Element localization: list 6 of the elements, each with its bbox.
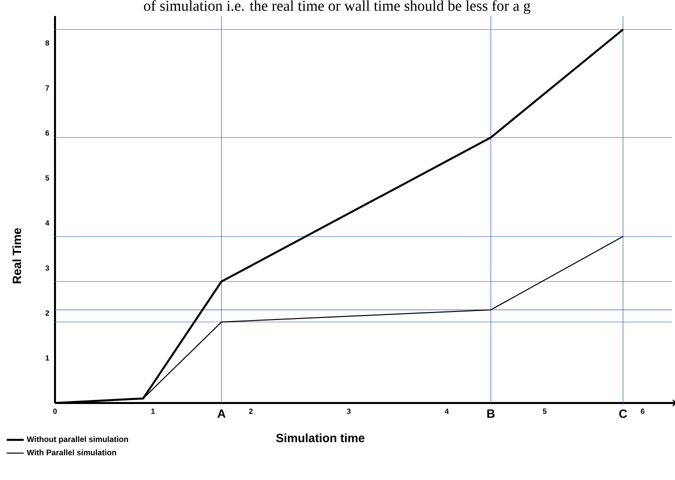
ref-line-label: A — [217, 410, 226, 418]
text: of simulation i.e. the real time or wall time should be less for a g — [144, 0, 530, 14]
x-axis-title: Simulation time — [276, 433, 364, 442]
ref-line-label: C — [619, 409, 628, 418]
y-axis-title: Real Time — [12, 228, 22, 284]
ref-line-label: B — [487, 410, 495, 418]
